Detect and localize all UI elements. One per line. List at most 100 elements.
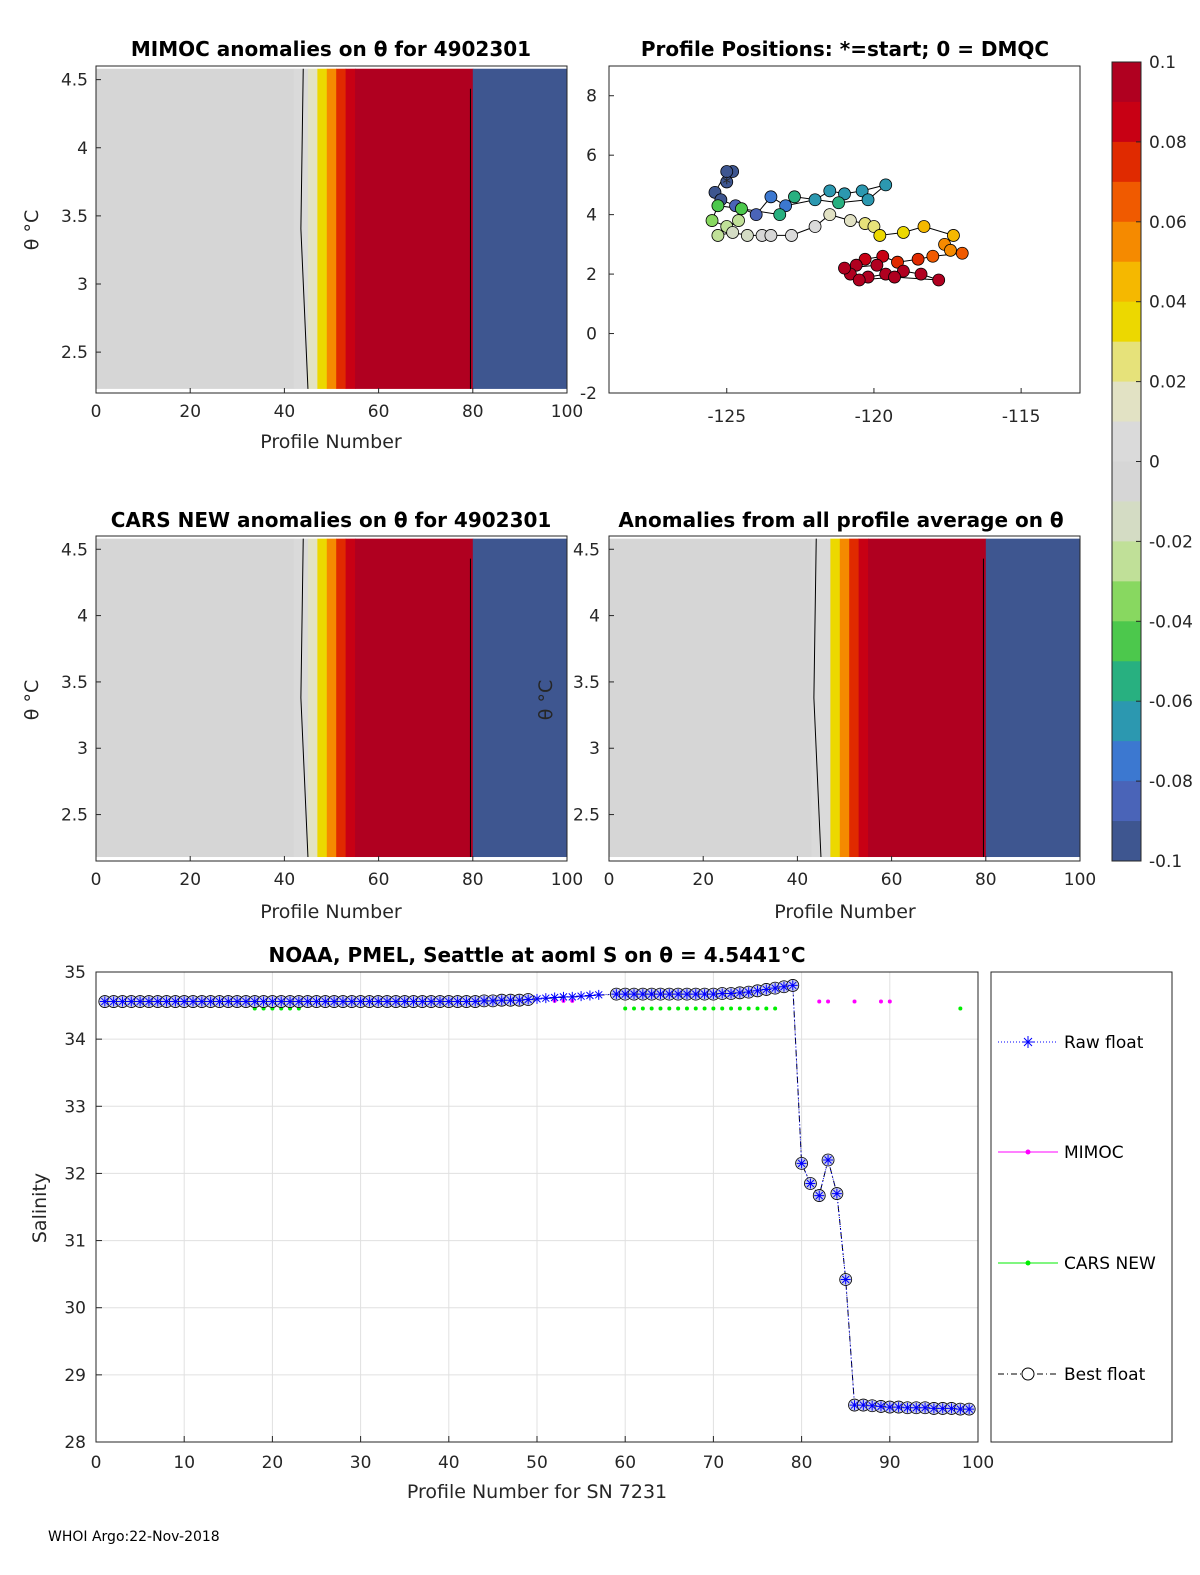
average-title: Anomalies from all profile average on θ (618, 508, 1063, 532)
raw-float-point (311, 996, 322, 1007)
raw-float-point (276, 996, 287, 1007)
cars-title: CARS NEW anomalies on θ for 4902301 (111, 508, 552, 532)
x-tick-label: 60 (881, 870, 903, 890)
colorbar-label: -0.1 (1149, 852, 1182, 872)
x-tick-label: 20 (179, 402, 201, 422)
y-tick-label: 34 (64, 1030, 86, 1050)
raw-float-point (214, 996, 225, 1007)
y-tick-label: 33 (64, 1097, 86, 1117)
raw-float-point (232, 996, 243, 1007)
y-tick-label: 4 (589, 607, 600, 627)
position-point (870, 258, 884, 272)
raw-float-point (937, 1403, 948, 1414)
position-point (705, 214, 719, 227)
x-tick-label: 20 (179, 870, 201, 890)
salinity-ylabel: Salinity (29, 1173, 51, 1243)
x-tick-label: 20 (262, 1453, 284, 1473)
raw-float-point (337, 996, 348, 1007)
position-point (926, 249, 940, 263)
raw-float-point (461, 996, 472, 1007)
y-tick-label: 35 (64, 963, 86, 983)
colorbar-label: -0.02 (1149, 532, 1193, 552)
colorbar-step (1112, 661, 1141, 702)
position-point (873, 229, 887, 242)
position-point (823, 184, 837, 198)
colorbar-label: 0.08 (1149, 133, 1187, 153)
cars-point (632, 1006, 637, 1011)
raw-float-point (805, 1178, 816, 1189)
position-point (944, 243, 957, 257)
mimoc-point (817, 999, 822, 1004)
raw-float-point (902, 1402, 913, 1413)
colorbar-label: 0.1 (1149, 53, 1176, 73)
position-point (867, 220, 881, 233)
x-tick-label: 90 (879, 1453, 901, 1473)
cars-point (958, 1006, 963, 1011)
y-tick-label: 8 (586, 87, 597, 107)
raw-float-point (505, 995, 516, 1006)
position-point (896, 264, 910, 278)
position-point (888, 270, 901, 284)
raw-float-point (611, 989, 622, 1000)
position-point (711, 199, 725, 213)
x-tick-label: 10 (173, 1453, 195, 1473)
heat-band (307, 68, 318, 389)
position-point (779, 199, 793, 213)
colorbar-step (1112, 541, 1141, 582)
cars-point (729, 1006, 734, 1011)
raw-float-point (293, 996, 304, 1007)
mimoc-ylabel: θ °C (21, 210, 43, 250)
cars-point (693, 1006, 698, 1011)
position-point (764, 229, 778, 242)
raw-float-point (875, 1401, 886, 1412)
axes-box (95, 65, 568, 394)
heat-band (336, 68, 347, 389)
colorbar-step (1112, 821, 1141, 862)
colorbar-step (1112, 301, 1141, 343)
raw-float-point (743, 987, 754, 998)
y-tick-label: 3 (77, 739, 88, 759)
y-tick-label: -2 (580, 384, 597, 404)
raw-float-point (770, 983, 781, 994)
colorbar-step (1112, 621, 1141, 662)
cars-point (658, 1006, 663, 1011)
colorbar-step (1112, 261, 1141, 303)
raw-float-point (179, 996, 190, 1007)
colorbar-step (1112, 381, 1141, 423)
heat-band (96, 68, 295, 389)
raw-float-point (470, 996, 481, 1007)
raw-float-point (681, 989, 692, 1000)
raw-float-point (646, 989, 657, 1000)
colorbar-label: 0 (1149, 453, 1160, 473)
raw-float-point (796, 1158, 807, 1169)
colorbar-step (1112, 101, 1141, 143)
raw-float-point (823, 1155, 834, 1165)
raw-float-point (593, 989, 604, 1000)
y-tick-label: 0 (586, 325, 597, 345)
raw-float-point (496, 995, 507, 1006)
raw-float-point (135, 996, 146, 1007)
position-point (832, 196, 846, 210)
raw-float-point (620, 989, 631, 1000)
average-panel: 0 20 40 60 80 100 2.5 3 3.5 4 4.5 (573, 535, 1096, 890)
raw-float-point (655, 989, 666, 1000)
raw-float-point (285, 996, 296, 1007)
legend-marker (1021, 1367, 1035, 1381)
heat-band (472, 538, 568, 858)
heat-band (811, 538, 831, 858)
raw-float-point (452, 996, 463, 1007)
raw-float-point (523, 994, 534, 1005)
zero-contour (300, 538, 309, 858)
cars-point (623, 1006, 628, 1011)
position-point (749, 208, 763, 222)
raw-float-point (690, 989, 701, 1000)
colorbar: 0.1 0.08 0.06 0.04 0.02 0 -0.02 -0.04 -0.06 -0.08… (1111, 53, 1193, 872)
colorbar-label: -0.06 (1149, 692, 1193, 712)
y-tick-label: 6 (586, 146, 597, 166)
position-point (932, 273, 946, 287)
raw-float-point (840, 1274, 851, 1285)
raw-float-point (443, 996, 454, 1007)
colorbar-step (1112, 421, 1141, 462)
raw-float-point (417, 996, 428, 1007)
x-tick-label: 70 (703, 1453, 725, 1473)
